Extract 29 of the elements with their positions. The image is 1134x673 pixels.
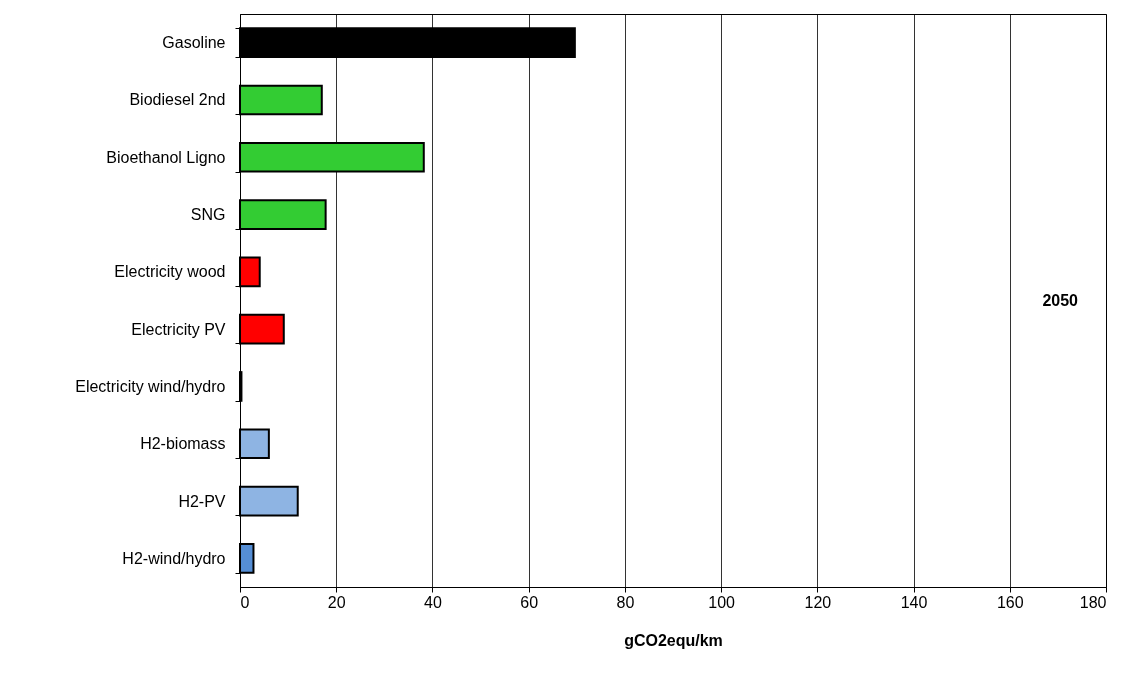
bar [239, 256, 261, 288]
bar [239, 485, 299, 517]
annotation: 2050 [1042, 291, 1079, 309]
y-tick-label: H2-wind/hydro [122, 549, 226, 567]
x-tick-label: 60 [520, 593, 539, 611]
x-axis-title: gCO2equ/km [624, 631, 723, 649]
y-tick-label: H2-biomass [140, 435, 226, 453]
x-tick-label: 80 [616, 593, 635, 611]
y-tick-label: SNG [190, 206, 226, 224]
y-tick-label: Electricity PV [131, 320, 226, 338]
bar [239, 428, 270, 460]
x-tick-label: 140 [900, 593, 928, 611]
x-tick-label: 180 [1079, 593, 1107, 611]
x-tick-label: 20 [327, 593, 346, 611]
y-tick-label: H2-PV [178, 492, 226, 510]
bar [239, 543, 255, 574]
y-tick-label: Gasoline [162, 34, 226, 52]
y-tick-label: Bioethanol Ligno [106, 148, 226, 166]
x-tick-label: 160 [996, 593, 1024, 611]
bar [239, 199, 327, 230]
y-tick-label: Biodiesel 2nd [129, 91, 226, 109]
bar [239, 313, 285, 345]
bar [239, 84, 323, 116]
y-tick-label: Electricity wood [114, 263, 226, 281]
x-tick-label: 100 [708, 593, 736, 611]
x-tick-label: 40 [424, 593, 442, 611]
y-tick-label: Electricity wind/hydro [75, 377, 226, 395]
x-tick-label: 120 [804, 593, 832, 611]
x-tick-label: 0 [240, 593, 250, 611]
